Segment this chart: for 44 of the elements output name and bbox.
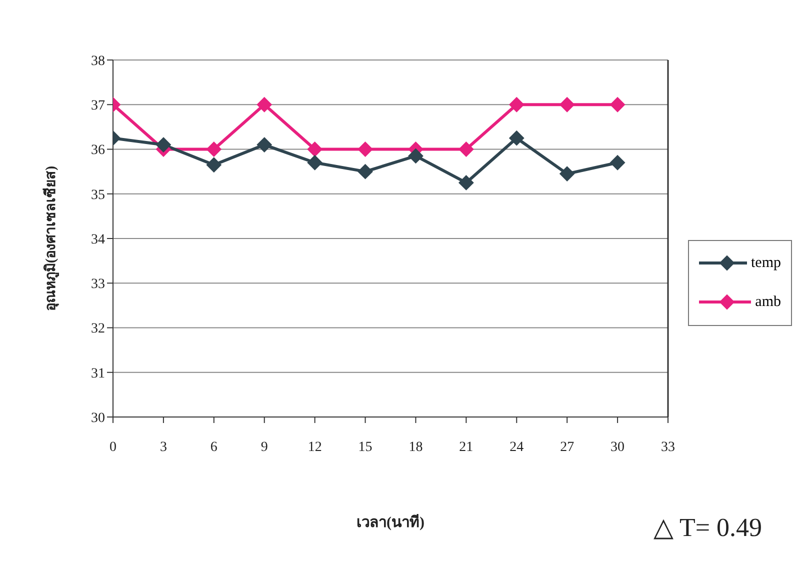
y-tick-label: 35 [91, 188, 105, 203]
x-tick-label: 6 [210, 440, 218, 455]
point [256, 97, 272, 112]
x-tick-label: 18 [408, 440, 423, 455]
point [156, 137, 171, 152]
y-tick-label: 36 [91, 143, 105, 158]
y-tick-label: 38 [91, 54, 105, 69]
point [206, 157, 222, 172]
y-tick-label: 34 [91, 232, 105, 248]
point [509, 97, 524, 112]
point [610, 97, 626, 112]
x-tick-label: 3 [160, 440, 167, 455]
x-axis-title: เวลา(นาที) [356, 514, 424, 531]
x-tick-label: 33 [661, 440, 675, 455]
text: △ T= 0.49 [653, 512, 762, 543]
point [206, 142, 222, 157]
point [408, 148, 424, 164]
y-tick-label: 33 [91, 277, 105, 292]
point [509, 130, 524, 146]
x-tick-label: 15 [358, 440, 372, 455]
y-axis-title: อุณหภูมิ(องศาเซลเซียส) [42, 166, 59, 312]
x-tick-label: 0 [110, 440, 116, 455]
point [256, 137, 272, 152]
x-tick-label: 9 [260, 440, 268, 455]
point [358, 164, 373, 180]
x-tick-label: 27 [560, 440, 574, 455]
point [560, 97, 575, 112]
y-tick-label: 30 [91, 410, 105, 426]
legend-label: amb [755, 294, 781, 310]
y-tick-label: 32 [91, 322, 105, 337]
point [458, 175, 474, 190]
point [610, 155, 626, 170]
point [358, 142, 373, 157]
point [307, 155, 322, 170]
point [307, 142, 322, 157]
x-tick-label: 24 [510, 440, 524, 455]
y-tick-label: 31 [91, 366, 105, 382]
point [560, 166, 575, 182]
point [458, 142, 474, 157]
y-tick-label: 37 [91, 98, 105, 114]
x-tick-label: 12 [308, 440, 322, 455]
x-tick-label: 21 [459, 440, 474, 455]
legend-label: temp [751, 254, 781, 272]
x-tick-label: 30 [610, 440, 625, 455]
